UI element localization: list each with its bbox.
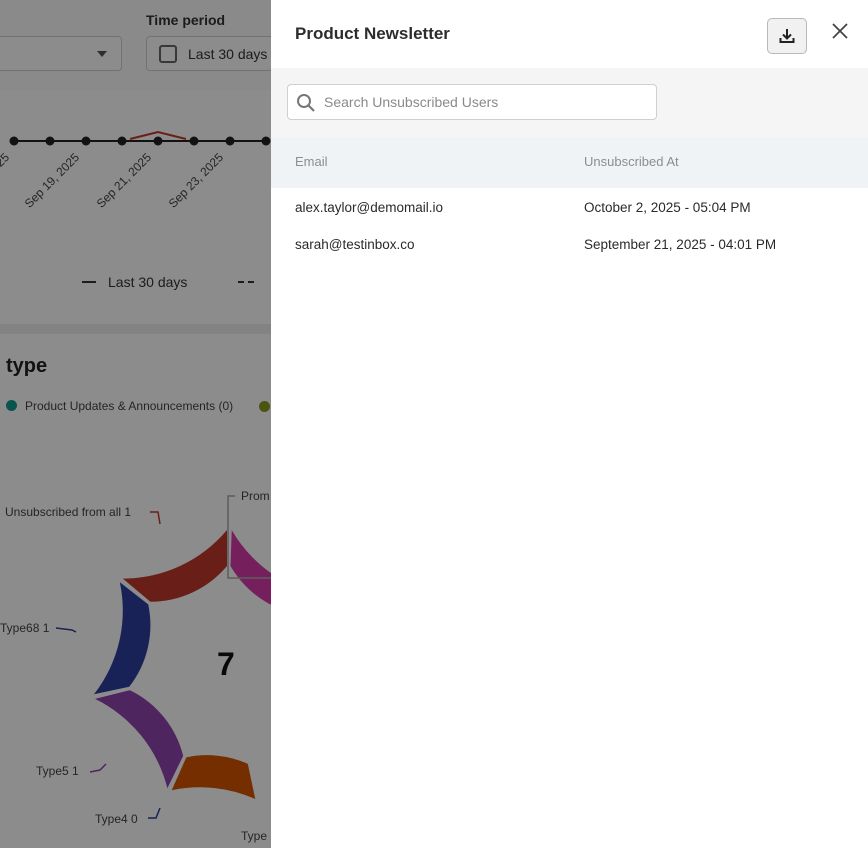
donut-segment	[95, 690, 184, 789]
download-button[interactable]	[767, 18, 807, 54]
chevron-down-icon	[97, 51, 107, 57]
data-point	[117, 136, 127, 146]
donut-label-type: Type	[241, 829, 268, 843]
download-icon	[779, 29, 795, 43]
solid-line-icon	[82, 281, 96, 283]
legend-previous-period	[238, 274, 254, 290]
dashed-line-icon	[238, 281, 254, 283]
column-header-email[interactable]: Email	[295, 154, 328, 169]
unsubscribed-users-drawer: Product Newsletter Email Unsubscribe	[271, 0, 868, 848]
leader-line	[89, 763, 107, 773]
leader-line	[55, 627, 77, 633]
donut-label-type4: Type4 0	[95, 812, 138, 826]
close-icon	[832, 23, 848, 39]
table-row[interactable]: alex.taylor@demomail.io October 2, 2025 …	[271, 192, 868, 229]
data-point	[261, 136, 271, 146]
donut-chart	[55, 495, 271, 819]
data-point	[45, 136, 55, 146]
donut-total: 7	[217, 646, 235, 682]
legend-last-30-days: Last 30 days	[82, 274, 187, 290]
donut-label-promo: Prom	[241, 489, 270, 503]
legend-item-product-updates[interactable]: Product Updates & Announcements (0)	[6, 399, 233, 413]
table-header: Email Unsubscribed At	[271, 137, 868, 188]
cell-unsubscribed-at: September 21, 2025 - 04:01 PM	[584, 237, 777, 252]
cell-email: alex.taylor@demomail.io	[295, 200, 444, 215]
search-field[interactable]	[287, 84, 657, 120]
trend-series-line	[9, 130, 271, 146]
trend-chart-svg: 2025 Sep 19, 2025 Sep 21, 2025 Sep 23, 2025…	[0, 130, 288, 211]
donut-segment	[230, 530, 271, 605]
donut-label-type5: Type5 1	[36, 764, 79, 778]
comparison-line	[129, 130, 187, 140]
cell-unsubscribed-at: October 2, 2025 - 05:04 PM	[584, 200, 751, 215]
drawer-header: Product Newsletter	[271, 0, 868, 68]
section-title: type	[6, 355, 48, 377]
date-range-value: Last 30 days	[188, 46, 268, 62]
donut-label-unsubscribed-all: Unsubscribed from all 1	[5, 505, 132, 519]
donut-segment	[171, 755, 256, 800]
donut-label-type68: Type68 1	[0, 621, 50, 635]
data-point	[153, 136, 163, 146]
leader-line	[227, 495, 271, 579]
donut-segment	[122, 530, 227, 602]
drawer-title: Product Newsletter	[295, 24, 450, 43]
time-period-label: Time period	[146, 12, 226, 28]
close-button[interactable]	[827, 18, 853, 44]
table-row[interactable]: sarah@testinbox.co September 21, 2025 - …	[271, 229, 868, 266]
legend-dot-icon	[259, 401, 270, 412]
calendar-icon	[159, 45, 177, 63]
data-point	[9, 136, 19, 146]
filter-select[interactable]	[0, 36, 122, 71]
legend-label: Last 30 days	[108, 274, 188, 290]
data-point	[81, 136, 91, 146]
data-point	[189, 136, 199, 146]
column-header-unsubscribed-at[interactable]: Unsubscribed At	[584, 154, 679, 169]
cell-email: sarah@testinbox.co	[295, 237, 415, 252]
search-icon	[297, 94, 315, 112]
legend-item-label: Product Updates & Announcements (0)	[25, 399, 234, 413]
donut-segment	[93, 582, 151, 695]
search-input[interactable]	[324, 85, 649, 119]
data-point	[225, 136, 235, 146]
search-bar	[271, 68, 868, 137]
unsubscribed-users-table: Email Unsubscribed At alex.taylor@demoma…	[271, 137, 868, 266]
leader-line	[150, 511, 161, 525]
legend-dot-icon	[6, 400, 17, 411]
leader-line	[148, 807, 161, 819]
